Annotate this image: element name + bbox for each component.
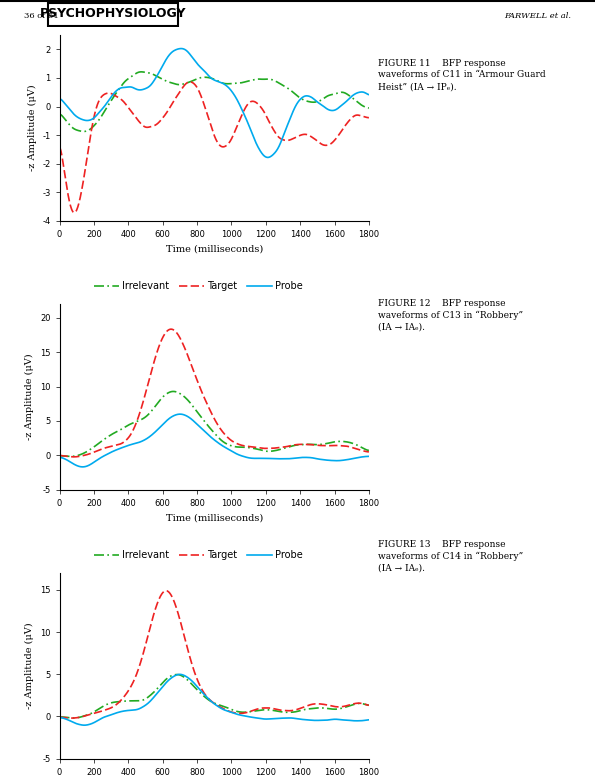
Legend: Irrelevant, Target, Probe: Irrelevant, Target, Probe [90, 547, 307, 564]
Text: FIGURE 13    BFP response
waveforms of C14 in “Robbery”
(IA → IAₑ).: FIGURE 13 BFP response waveforms of C14 … [378, 540, 523, 572]
Legend: Irrelevant, Target, Probe: Irrelevant, Target, Probe [90, 278, 307, 296]
Text: FIGURE 12    BFP response
waveforms of C13 in “Robbery”
(IA → IAₑ).: FIGURE 12 BFP response waveforms of C13 … [378, 299, 523, 332]
Text: 36 of 51: 36 of 51 [24, 13, 58, 20]
Bar [48, 2, 178, 26]
Y-axis label: -z Amplitude (μV): -z Amplitude (μV) [27, 84, 36, 171]
Y-axis label: -z Amplitude (μV): -z Amplitude (μV) [26, 622, 35, 709]
Text: PSYCHOPHYSIOLOGY: PSYCHOPHYSIOLOGY [40, 7, 186, 20]
Text: FARWELL et al.: FARWELL et al. [504, 13, 571, 20]
Text: FIGURE 11    BFP response
waveforms of C11 in “Armour Guard
Heist” (IA → IPₑ).: FIGURE 11 BFP response waveforms of C11 … [378, 59, 546, 91]
Y-axis label: -z Amplitude (μV): -z Amplitude (μV) [26, 353, 35, 440]
X-axis label: Time (milliseconds): Time (milliseconds) [165, 244, 263, 253]
X-axis label: Time (milliseconds): Time (milliseconds) [165, 513, 263, 522]
